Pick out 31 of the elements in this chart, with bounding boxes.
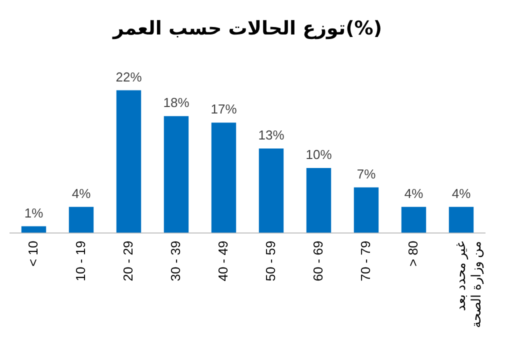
x-tick-label: 30 - 39 (168, 240, 183, 282)
x-tick-label: 10 - 19 (72, 240, 88, 282)
x-tick-label: < 10 (25, 240, 40, 266)
chart-title: توزع الحالات حسب العمر(%) (112, 17, 382, 40)
x-tick-label: 60 - 69 (310, 240, 326, 282)
data-label: 4% (404, 186, 424, 201)
bar (448, 206, 474, 233)
bar (164, 116, 189, 233)
data-label: 4% (72, 186, 92, 201)
bar (354, 187, 379, 233)
x-tick-label: غير محدد بعد من وزارة الصحة (452, 240, 484, 328)
bar (21, 226, 46, 233)
bar (306, 168, 332, 233)
x-tick-label: 70 - 79 (358, 240, 373, 282)
x-tick-label: 20 - 29 (120, 240, 136, 282)
bar (68, 206, 94, 233)
data-label: 13% (258, 128, 285, 143)
data-label: 4% (452, 186, 472, 201)
data-label: 7% (356, 166, 376, 182)
data-label: 22% (116, 69, 142, 84)
x-tick-label: 40 - 49 (215, 240, 230, 282)
bar (401, 206, 426, 233)
x-tick-label: > 80 (405, 240, 420, 266)
data-label: 1% (24, 205, 44, 220)
bar (211, 122, 236, 233)
bar (116, 90, 142, 233)
data-label: 10% (306, 147, 332, 162)
x-tick-label: 50 - 59 (262, 240, 278, 282)
data-label: 17% (210, 102, 238, 117)
data-label: 18% (163, 95, 190, 110)
bar (258, 148, 284, 233)
